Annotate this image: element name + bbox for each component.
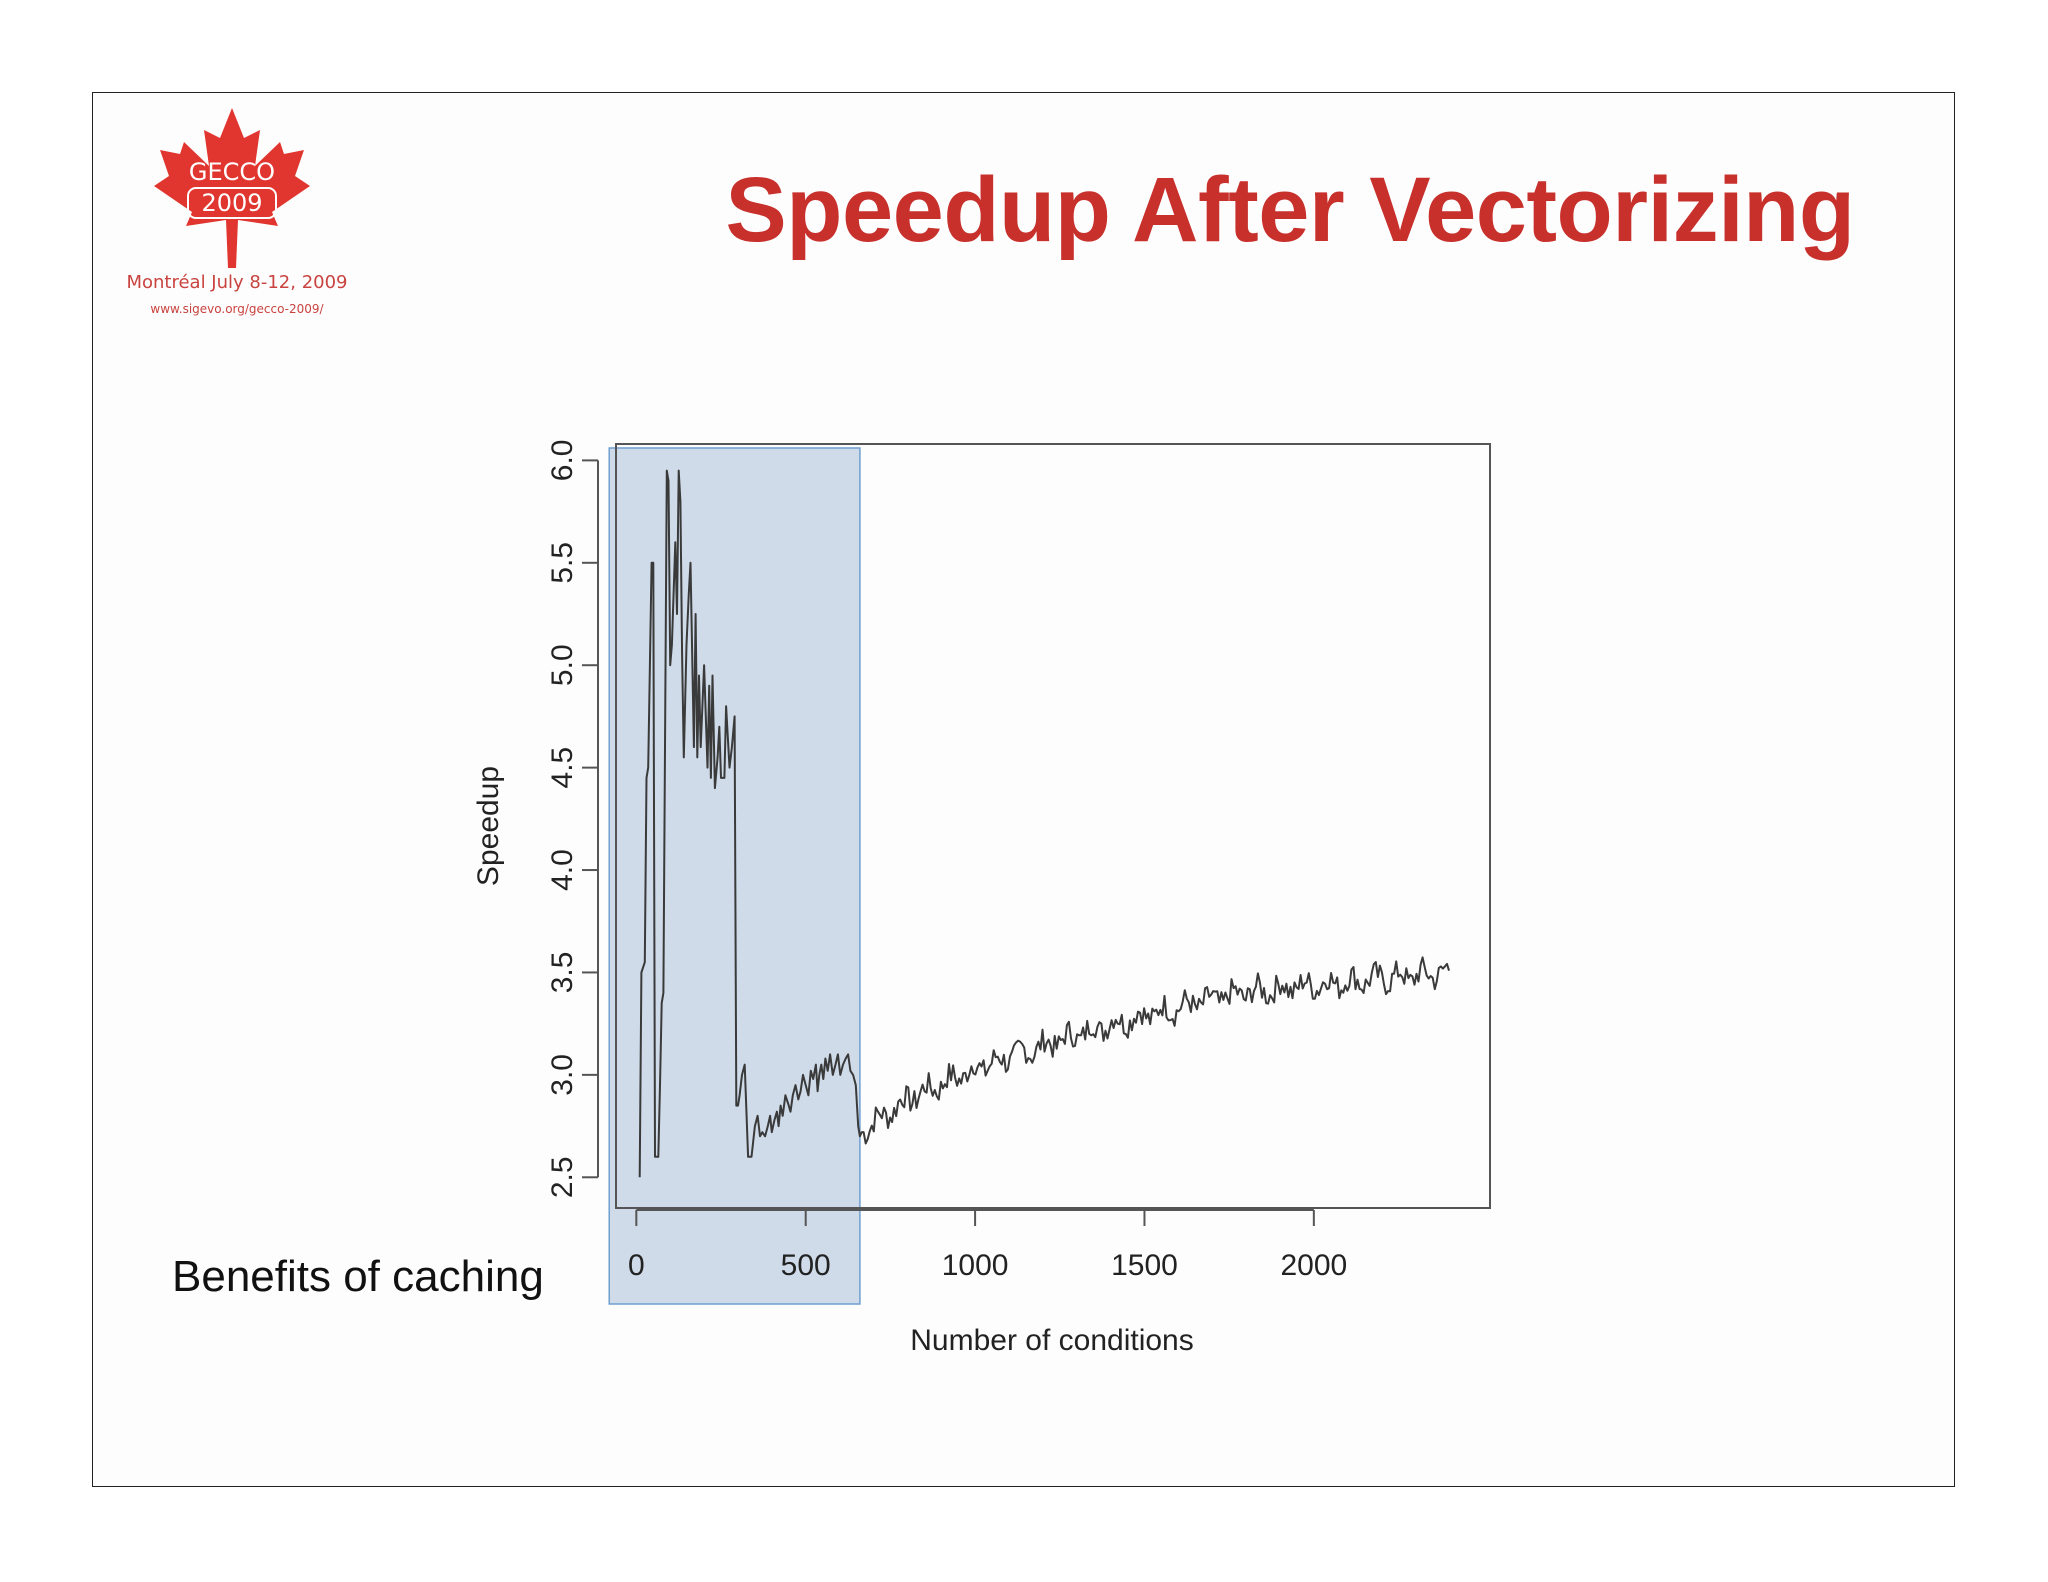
x-tick-label: 1500 [1111, 1249, 1178, 1282]
y-tick-label: 4.5 [546, 747, 579, 789]
logo-url-text: www.sigevo.org/gecco-2009/ [150, 302, 324, 316]
x-axis-title: Number of conditions [910, 1324, 1193, 1357]
y-tick-label: 2.5 [546, 1156, 579, 1198]
gecco-logo: GECCO 2009 Montréal July 8-12, 2009 www.… [112, 108, 372, 328]
x-tick-label: 2000 [1280, 1249, 1347, 1282]
y-axis-title: Speedup [472, 766, 505, 886]
y-tick-label: 3.0 [546, 1054, 579, 1096]
slide-title: Speedup After Vectorizing [725, 159, 1855, 261]
maple-leaf-icon: GECCO 2009 [154, 108, 310, 268]
slide-frame [92, 92, 1955, 1487]
svg-text:GECCO: GECCO [189, 158, 275, 186]
caching-caption: Benefits of caching [172, 1252, 544, 1301]
x-tick-label: 0 [628, 1249, 645, 1282]
svg-text:2009: 2009 [201, 189, 262, 217]
speedup-series-line [638, 469, 1450, 1178]
y-tick-label: 3.5 [546, 952, 579, 994]
x-tick-label: 1000 [942, 1249, 1009, 1282]
y-tick-label: 6.0 [546, 440, 579, 482]
logo-city-text: Montréal July 8-12, 2009 [126, 272, 348, 293]
plot-frame [615, 443, 1491, 1209]
y-tick-label: 5.0 [546, 644, 579, 686]
y-tick-label: 5.5 [546, 542, 579, 584]
x-tick-label: 500 [781, 1249, 831, 1282]
y-tick-label: 4.0 [546, 849, 579, 891]
